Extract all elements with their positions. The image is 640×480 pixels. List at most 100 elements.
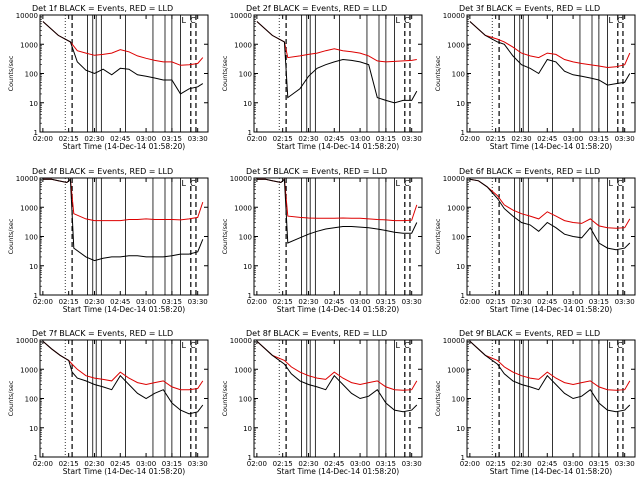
- y-tick-label: 1: [461, 129, 465, 137]
- lld-series-line: [469, 178, 631, 229]
- x-tick-label: 02:15: [59, 135, 79, 143]
- x-axis-label: Start Time (14-Dec-14 01:58:20): [277, 305, 399, 314]
- y-tick-label: 10000: [230, 175, 252, 183]
- x-tick-label: 03:30: [615, 135, 635, 143]
- series-group: [256, 178, 418, 244]
- annotation-label: C: [617, 16, 623, 25]
- series-group: [256, 340, 418, 413]
- x-tick-label: 02:45: [110, 298, 130, 306]
- x-tick-label: 02:30: [511, 135, 531, 143]
- x-tick-label: 03:15: [589, 135, 609, 143]
- x-tick-label: 03:30: [402, 460, 422, 468]
- panel-7: Det 7f BLACK = Events, RED = LLD L C 1 10 100…: [7, 329, 209, 476]
- y-axis-label: Counts/sec: [7, 218, 15, 254]
- annotation-label: L: [181, 341, 186, 350]
- y-tick-label: 1000: [447, 41, 465, 49]
- x-tick-label: 02:15: [59, 460, 79, 468]
- y-tick-label: 10: [243, 100, 252, 108]
- y-tick-label: 100: [25, 234, 38, 242]
- panel-6: Det 6f BLACK = Events, RED = LLD L C 1 10 100…: [434, 167, 636, 314]
- lld-series-line: [42, 21, 204, 66]
- annotation-label: L: [181, 179, 186, 188]
- events-series-line: [256, 178, 418, 244]
- annotation-label: L: [608, 341, 613, 350]
- lld-series-line: [42, 178, 204, 222]
- y-tick-label: 1000: [234, 366, 252, 374]
- series-group: [42, 21, 204, 95]
- x-tick-label: 02:15: [486, 135, 506, 143]
- annotation-label: C: [404, 16, 410, 25]
- x-tick-label: 02:00: [247, 135, 267, 143]
- series-group: [469, 21, 631, 86]
- y-tick-label: 100: [25, 396, 38, 404]
- y-tick-label: 100: [452, 234, 465, 242]
- x-tick-label: 02:30: [84, 298, 104, 306]
- x-tick-label: 02:00: [460, 298, 480, 306]
- x-tick-label: 03:30: [402, 298, 422, 306]
- x-tick-label: 02:45: [324, 298, 344, 306]
- y-tick-label: 100: [25, 71, 38, 79]
- x-tick-label: 03:15: [376, 135, 396, 143]
- panel-title: Det 1f BLACK = Events, RED = LLD: [32, 4, 173, 13]
- y-tick-label: 10: [243, 263, 252, 271]
- annotation-label: L: [395, 179, 400, 188]
- x-tick-label: 02:45: [537, 460, 557, 468]
- panel-9: Det 9f BLACK = Events, RED = LLD L C 1 10 100…: [434, 329, 636, 476]
- y-tick-label: 1: [248, 454, 252, 462]
- x-axis-label: Start Time (14-Dec-14 01:58:20): [63, 142, 185, 151]
- y-axis-label: Counts/sec: [434, 380, 442, 416]
- y-tick-label: 10000: [230, 12, 252, 20]
- x-tick-label: 03:00: [563, 460, 583, 468]
- x-tick-label: 03:00: [350, 460, 370, 468]
- panel-title: Det 7f BLACK = Events, RED = LLD: [32, 329, 173, 338]
- x-tick-label: 02:45: [110, 460, 130, 468]
- annotation-label: C: [190, 16, 196, 25]
- x-tick-label: 03:30: [188, 298, 208, 306]
- y-axis-label: Counts/sec: [434, 218, 442, 254]
- annotation-label: C: [617, 179, 623, 188]
- annotation-label: C: [404, 341, 410, 350]
- y-tick-label: 1: [248, 292, 252, 300]
- panel-3: Det 3f BLACK = Events, RED = LLD L C 1 10 100…: [434, 4, 636, 151]
- y-tick-label: 1000: [20, 204, 38, 212]
- y-tick-label: 1: [461, 292, 465, 300]
- series-group: [42, 340, 204, 415]
- x-axis-label: Start Time (14-Dec-14 01:58:20): [63, 305, 185, 314]
- x-tick-label: 02:45: [537, 135, 557, 143]
- x-tick-label: 02:00: [33, 460, 53, 468]
- panel-1: Det 1f BLACK = Events, RED = LLD L C 1 10 100…: [7, 4, 209, 151]
- lld-series-line: [256, 21, 417, 63]
- panel-title: Det 2f BLACK = Events, RED = LLD: [246, 4, 387, 13]
- x-tick-label: 02:30: [298, 135, 318, 143]
- annotation-label: L: [395, 341, 400, 350]
- x-tick-label: 03:30: [402, 135, 422, 143]
- panel-4: Det 4f BLACK = Events, RED = LLD L C 1 10 100…: [7, 167, 209, 314]
- panel-title: Det 3f BLACK = Events, RED = LLD: [459, 4, 600, 13]
- series-group: [42, 178, 204, 262]
- x-tick-label: 02:00: [460, 460, 480, 468]
- annotation-label: C: [190, 341, 196, 350]
- y-axis-label: Counts/sec: [7, 55, 15, 91]
- x-tick-label: 02:15: [486, 298, 506, 306]
- x-tick-label: 03:15: [376, 460, 396, 468]
- panel-8: Det 8f BLACK = Events, RED = LLD L C 1 10 100…: [221, 329, 423, 476]
- y-tick-label: 100: [239, 71, 252, 79]
- series-group: [256, 21, 418, 104]
- y-axis-label: Counts/sec: [7, 380, 15, 416]
- x-tick-label: 02:00: [247, 298, 267, 306]
- x-tick-label: 02:00: [33, 135, 53, 143]
- series-group: [469, 340, 631, 413]
- events-series-line: [469, 21, 631, 86]
- events-series-line: [256, 21, 418, 104]
- x-tick-label: 03:30: [188, 460, 208, 468]
- x-axis-label: Start Time (14-Dec-14 01:58:20): [490, 142, 612, 151]
- y-tick-label: 10000: [16, 175, 38, 183]
- y-tick-label: 1000: [20, 366, 38, 374]
- y-tick-label: 1: [461, 454, 465, 462]
- x-tick-label: 02:30: [298, 298, 318, 306]
- annotation-label: L: [181, 16, 186, 25]
- x-tick-label: 03:00: [350, 298, 370, 306]
- x-tick-label: 02:15: [273, 135, 293, 143]
- y-tick-label: 10000: [16, 337, 38, 345]
